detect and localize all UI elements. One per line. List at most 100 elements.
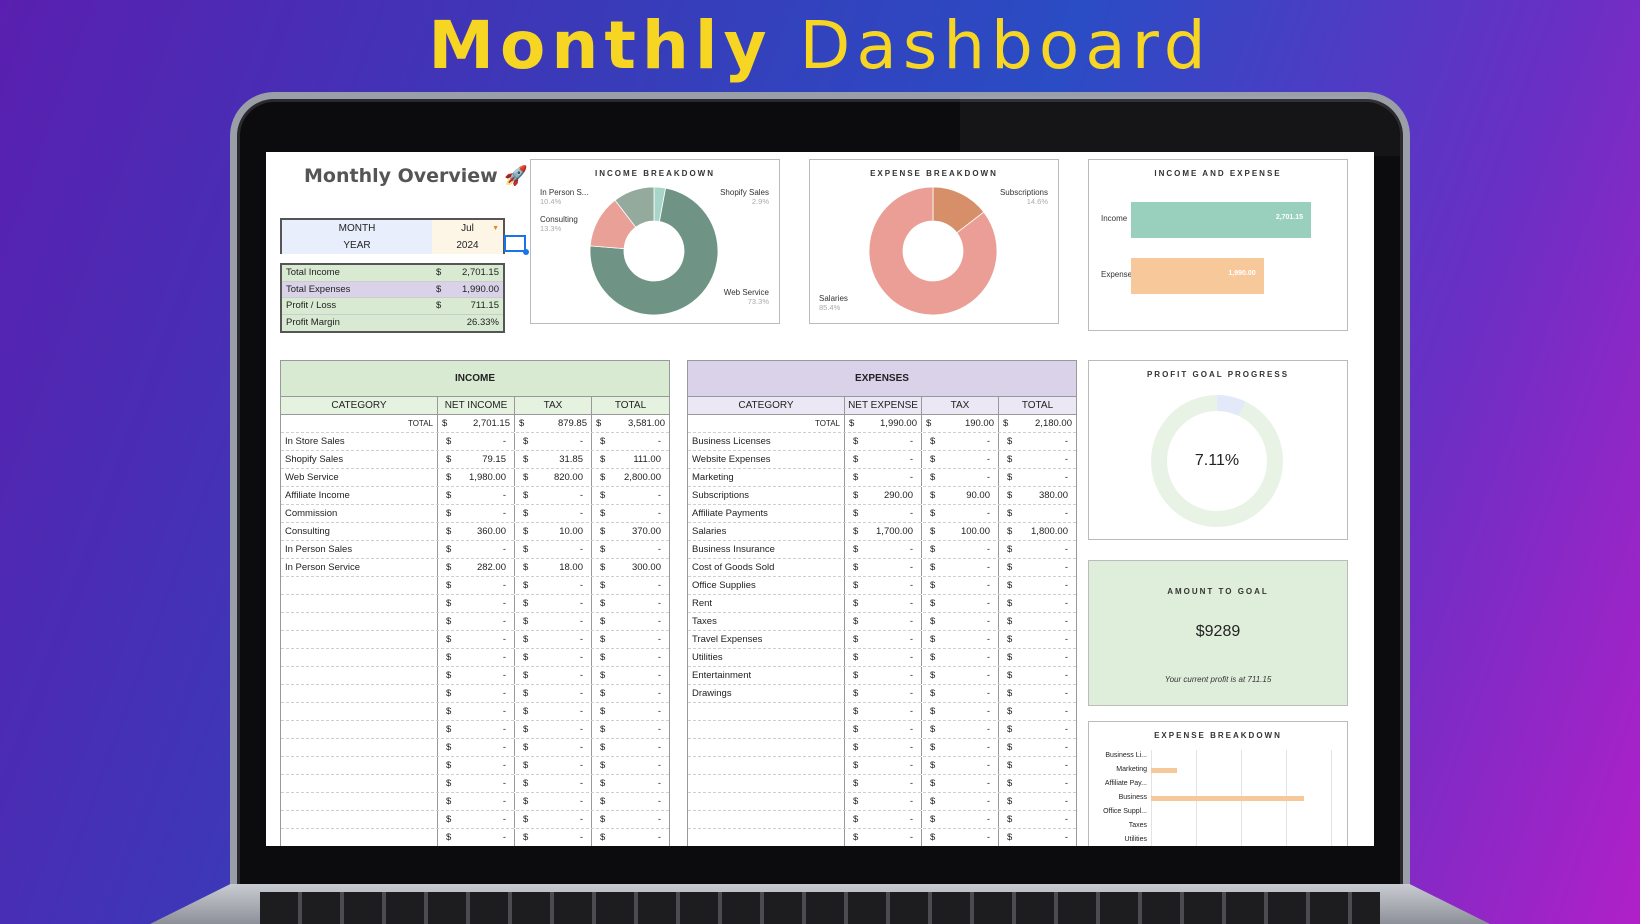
amount-cell[interactable]: $ -: [845, 793, 922, 810]
amount-cell[interactable]: $ -: [922, 793, 999, 810]
category-cell[interactable]: [281, 793, 438, 810]
amount-cell[interactable]: $ -: [845, 595, 922, 612]
amount-cell[interactable]: $ -: [999, 631, 1076, 648]
amount-cell[interactable]: $1,700.00: [845, 523, 922, 540]
amount-cell[interactable]: $ -: [592, 685, 669, 702]
amount-cell[interactable]: $ -: [845, 631, 922, 648]
category-cell[interactable]: [281, 739, 438, 756]
amount-cell[interactable]: $ -: [592, 703, 669, 720]
amount-cell[interactable]: $ -: [438, 577, 515, 594]
amount-cell[interactable]: $ -: [999, 577, 1076, 594]
amount-cell[interactable]: $ -: [592, 541, 669, 558]
category-cell[interactable]: [281, 613, 438, 630]
amount-cell[interactable]: $111.00: [592, 451, 669, 468]
amount-cell[interactable]: $ -: [592, 649, 669, 666]
amount-cell[interactable]: $ -: [999, 469, 1076, 486]
amount-cell[interactable]: $31.85: [515, 451, 592, 468]
category-cell[interactable]: [281, 667, 438, 684]
amount-cell[interactable]: $ -: [999, 721, 1076, 738]
amount-cell[interactable]: $ -: [592, 757, 669, 774]
amount-cell[interactable]: $360.00: [438, 523, 515, 540]
amount-cell[interactable]: $ -: [922, 703, 999, 720]
amount-cell[interactable]: $ -: [592, 775, 669, 792]
amount-cell[interactable]: $ -: [515, 433, 592, 450]
amount-cell[interactable]: $ -: [515, 487, 592, 504]
donut-slice[interactable]: [868, 186, 998, 316]
total-cell[interactable]: $190.00: [922, 415, 999, 432]
amount-cell[interactable]: $ -: [922, 541, 999, 558]
amount-cell[interactable]: $370.00: [592, 523, 669, 540]
amount-cell[interactable]: $ -: [438, 829, 515, 846]
amount-cell[interactable]: $ -: [592, 721, 669, 738]
amount-cell[interactable]: $ -: [515, 541, 592, 558]
category-cell[interactable]: Website Expenses: [688, 451, 845, 468]
amount-cell[interactable]: $820.00: [515, 469, 592, 486]
category-cell[interactable]: [281, 703, 438, 720]
amount-cell[interactable]: $ -: [922, 613, 999, 630]
amount-cell[interactable]: $380.00: [999, 487, 1076, 504]
category-cell[interactable]: Travel Expenses: [688, 631, 845, 648]
donut-slice[interactable]: [614, 186, 655, 228]
amount-cell[interactable]: $90.00: [922, 487, 999, 504]
amount-cell[interactable]: $ -: [515, 721, 592, 738]
category-cell[interactable]: [688, 811, 845, 828]
amount-cell[interactable]: $10.00: [515, 523, 592, 540]
amount-cell[interactable]: $ -: [515, 505, 592, 522]
amount-cell[interactable]: $ -: [999, 829, 1076, 846]
category-cell[interactable]: [281, 685, 438, 702]
amount-cell[interactable]: $ -: [922, 505, 999, 522]
amount-cell[interactable]: $ -: [515, 595, 592, 612]
amount-cell[interactable]: $ -: [515, 631, 592, 648]
category-cell[interactable]: Shopify Sales: [281, 451, 438, 468]
amount-cell[interactable]: $ -: [999, 667, 1076, 684]
amount-cell[interactable]: $ -: [922, 829, 999, 846]
amount-cell[interactable]: $ -: [515, 667, 592, 684]
amount-cell[interactable]: $ -: [845, 541, 922, 558]
category-cell[interactable]: [688, 757, 845, 774]
amount-cell[interactable]: $ -: [845, 721, 922, 738]
amount-cell[interactable]: $ -: [845, 667, 922, 684]
amount-cell[interactable]: $282.00: [438, 559, 515, 576]
amount-cell[interactable]: $ -: [515, 757, 592, 774]
amount-cell[interactable]: $ -: [922, 433, 999, 450]
amount-cell[interactable]: $ -: [438, 811, 515, 828]
amount-cell[interactable]: $ -: [438, 649, 515, 666]
amount-cell[interactable]: $ -: [845, 433, 922, 450]
amount-cell[interactable]: $ -: [592, 595, 669, 612]
selection-handle[interactable]: [523, 249, 529, 255]
amount-cell[interactable]: $ -: [922, 631, 999, 648]
category-cell[interactable]: [281, 577, 438, 594]
category-cell[interactable]: Affiliate Income: [281, 487, 438, 504]
amount-cell[interactable]: $1,980.00: [438, 469, 515, 486]
amount-cell[interactable]: $ -: [592, 613, 669, 630]
category-cell[interactable]: Business Insurance: [688, 541, 845, 558]
year-input[interactable]: 2024: [432, 237, 503, 254]
amount-cell[interactable]: $ -: [845, 829, 922, 846]
category-cell[interactable]: Subscriptions: [688, 487, 845, 504]
amount-cell[interactable]: $ -: [438, 541, 515, 558]
amount-cell[interactable]: $ -: [592, 487, 669, 504]
month-dropdown[interactable]: Jul ▼: [432, 220, 503, 237]
category-cell[interactable]: Rent: [688, 595, 845, 612]
amount-cell[interactable]: $ -: [999, 793, 1076, 810]
amount-cell[interactable]: $ -: [515, 685, 592, 702]
ie-bar[interactable]: [1131, 202, 1312, 238]
category-cell[interactable]: Commission: [281, 505, 438, 522]
amount-cell[interactable]: $ -: [845, 739, 922, 756]
amount-cell[interactable]: $ -: [845, 577, 922, 594]
category-cell[interactable]: Affiliate Payments: [688, 505, 845, 522]
amount-cell[interactable]: $ -: [438, 433, 515, 450]
total-cell[interactable]: $1,990.00: [845, 415, 922, 432]
amount-cell[interactable]: $ -: [999, 505, 1076, 522]
total-cell[interactable]: $879.85: [515, 415, 592, 432]
category-cell[interactable]: In Store Sales: [281, 433, 438, 450]
amount-cell[interactable]: $ -: [592, 433, 669, 450]
amount-cell[interactable]: $ -: [438, 487, 515, 504]
amount-cell[interactable]: $ -: [999, 685, 1076, 702]
amount-cell[interactable]: $ -: [515, 793, 592, 810]
amount-cell[interactable]: $ -: [845, 451, 922, 468]
amount-cell[interactable]: $ -: [999, 649, 1076, 666]
category-cell[interactable]: [281, 649, 438, 666]
amount-cell[interactable]: $ -: [999, 541, 1076, 558]
category-cell[interactable]: [281, 811, 438, 828]
